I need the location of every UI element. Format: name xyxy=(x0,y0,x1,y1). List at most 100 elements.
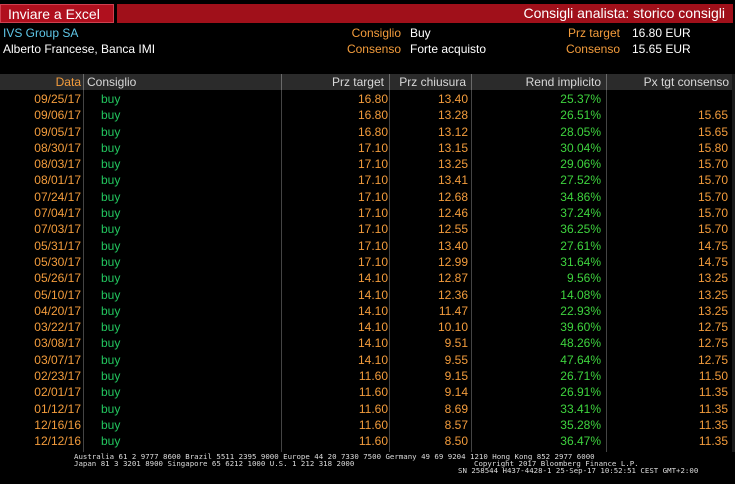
footer: Australia 61 2 9777 8600 Brazil 5511 239… xyxy=(0,452,735,484)
cell-consiglio: buy xyxy=(101,173,121,188)
consenso-target-label: Consenso xyxy=(565,42,620,56)
cell-px-tgt-consenso: 11.35 xyxy=(698,417,728,432)
cell-prz-target: 14.10 xyxy=(357,271,388,286)
cell-date: 09/05/17 xyxy=(34,124,81,139)
table-row[interactable]: 08/01/17 buy 17.10 13.41 27.52% 15.70 xyxy=(0,172,733,188)
table-row[interactable]: 05/30/17 buy 17.10 12.99 31.64% 14.75 xyxy=(0,254,733,270)
cell-rend-implicito: 27.52% xyxy=(560,173,601,188)
table-row[interactable]: 08/03/17 buy 17.10 13.25 29.06% 15.70 xyxy=(0,156,733,172)
cell-prz-target: 17.10 xyxy=(357,254,388,269)
top-bar: Inviare a Excel Consigli analista: stori… xyxy=(0,4,735,23)
table-row[interactable]: 09/06/17 buy 16.80 13.28 26.51% 15.65 xyxy=(0,107,733,123)
table-row[interactable]: 05/26/17 buy 14.10 12.87 9.56% 13.25 xyxy=(0,270,733,286)
company-name[interactable]: IVS Group SA xyxy=(3,26,79,40)
cell-px-tgt-consenso: 14.75 xyxy=(697,254,728,269)
cell-prz-target: 11.60 xyxy=(358,417,388,432)
cell-rend-implicito: 26.51% xyxy=(560,108,601,123)
cell-date: 12/12/16 xyxy=(34,434,81,449)
cell-prz-target: 17.10 xyxy=(357,189,388,204)
table-row[interactable]: 03/22/17 buy 14.10 10.10 39.60% 12.75 xyxy=(0,319,733,335)
cell-rend-implicito: 28.05% xyxy=(560,124,601,139)
cell-px-tgt-consenso: 15.70 xyxy=(697,173,728,188)
footer-session: SN 258544 H437-4428-1 25-Sep-17 10:52:51… xyxy=(458,466,699,475)
cell-rend-implicito: 26.71% xyxy=(560,369,601,384)
cell-consiglio: buy xyxy=(101,222,121,237)
table-row[interactable]: 12/12/16 buy 11.60 8.50 36.47% 11.35 xyxy=(0,433,733,449)
cell-date: 09/25/17 xyxy=(34,92,81,106)
cell-rend-implicito: 9.56% xyxy=(566,271,601,286)
cell-prz-chiusura: 12.68 xyxy=(437,189,468,204)
table-row[interactable]: 01/12/17 buy 11.60 8.69 33.41% 11.35 xyxy=(0,401,733,417)
cell-date: 02/23/17 xyxy=(34,369,81,384)
cell-prz-target: 14.10 xyxy=(357,287,388,302)
cell-prz-target: 17.10 xyxy=(357,238,388,253)
table-row[interactable]: 07/03/17 buy 17.10 12.55 36.25% 15.70 xyxy=(0,221,733,237)
table-row[interactable]: 04/20/17 buy 14.10 11.47 22.93% 13.25 xyxy=(0,303,733,319)
col-header-px-tgt[interactable]: Px tgt consenso xyxy=(606,74,731,90)
cell-date: 04/20/17 xyxy=(34,303,81,318)
table-row[interactable]: 05/10/17 buy 14.10 12.36 14.08% 13.25 xyxy=(0,287,733,303)
cell-consiglio: buy xyxy=(101,254,121,269)
footer-contacts-2: Japan 81 3 3201 8900 Singapore 65 6212 1… xyxy=(74,459,355,468)
cell-consiglio: buy xyxy=(101,189,121,204)
cell-px-tgt-consenso: 13.25 xyxy=(697,303,728,318)
cell-prz-target: 14.10 xyxy=(357,303,388,318)
cell-prz-chiusura: 8.69 xyxy=(444,401,468,416)
table-row[interactable]: 07/04/17 buy 17.10 12.46 37.24% 15.70 xyxy=(0,205,733,221)
table-row[interactable]: 02/23/17 buy 11.60 9.15 26.71% 11.50 xyxy=(0,368,733,384)
cell-consiglio: buy xyxy=(101,271,121,286)
cell-consiglio: buy xyxy=(101,140,121,155)
scrollbar[interactable] xyxy=(732,74,735,452)
cell-prz-chiusura: 12.46 xyxy=(437,206,468,221)
col-header-prz-target[interactable]: Prz target xyxy=(281,74,387,90)
cell-consiglio: buy xyxy=(101,434,121,449)
cell-prz-target: 17.10 xyxy=(357,140,388,155)
consiglio-label: Consiglio xyxy=(351,26,401,40)
col-header-prz-chiusura[interactable]: Prz chiusura xyxy=(389,74,469,90)
cell-prz-chiusura: 12.87 xyxy=(437,271,468,286)
cell-px-tgt-consenso: 11.50 xyxy=(698,369,728,384)
cell-prz-chiusura: 9.15 xyxy=(444,369,468,384)
cell-consiglio: buy xyxy=(101,238,121,253)
column-divider xyxy=(83,90,84,452)
cell-consiglio: buy xyxy=(101,108,121,123)
cell-px-tgt-consenso: 13.25 xyxy=(697,271,728,286)
table-row[interactable]: 08/30/17 buy 17.10 13.15 30.04% 15.80 xyxy=(0,140,733,156)
cell-px-tgt-consenso: 12.75 xyxy=(697,320,728,335)
cell-prz-chiusura: 13.12 xyxy=(437,124,468,139)
table-row[interactable]: 05/31/17 buy 17.10 13.40 27.61% 14.75 xyxy=(0,238,733,254)
cell-consiglio: buy xyxy=(101,336,121,351)
consenso-label: Consenso xyxy=(346,42,401,56)
table-row[interactable]: 09/25/17 buy 16.80 13.40 25.37% xyxy=(0,91,733,107)
cell-px-tgt-consenso: 13.25 xyxy=(697,287,728,302)
cell-consiglio: buy xyxy=(101,206,121,221)
table-row[interactable]: 09/05/17 buy 16.80 13.12 28.05% 15.65 xyxy=(0,124,733,140)
table-row[interactable]: 03/08/17 buy 14.10 9.51 48.26% 12.75 xyxy=(0,335,733,351)
cell-consiglio: buy xyxy=(101,287,121,302)
table-row[interactable]: 07/24/17 buy 17.10 12.68 34.86% 15.70 xyxy=(0,189,733,205)
cell-date: 05/31/17 xyxy=(34,238,81,253)
cell-date: 07/04/17 xyxy=(34,206,81,221)
cell-prz-chiusura: 13.25 xyxy=(437,157,468,172)
cell-prz-chiusura: 13.40 xyxy=(437,92,468,106)
col-header-rend[interactable]: Rend implicito xyxy=(471,74,604,90)
cell-prz-chiusura: 12.55 xyxy=(437,222,468,237)
cell-prz-chiusura: 8.57 xyxy=(444,417,468,432)
cell-date: 09/06/17 xyxy=(34,108,81,123)
window-title: Consigli analista: storico consigli xyxy=(117,4,733,23)
cell-px-tgt-consenso: 14.75 xyxy=(697,238,728,253)
cell-prz-target: 14.10 xyxy=(357,336,388,351)
col-header-date[interactable]: Data xyxy=(55,75,81,89)
table-row[interactable]: 12/16/16 buy 11.60 8.57 35.28% 11.35 xyxy=(0,417,733,433)
col-header-consiglio[interactable]: Consiglio xyxy=(83,74,283,90)
table-row[interactable]: 03/07/17 buy 14.10 9.55 47.64% 12.75 xyxy=(0,352,733,368)
cell-prz-chiusura: 13.15 xyxy=(437,140,468,155)
cell-date: 05/30/17 xyxy=(34,254,81,269)
cell-px-tgt-consenso: 15.65 xyxy=(697,108,728,123)
table-row[interactable]: 02/01/17 buy 11.60 9.14 26.91% 11.35 xyxy=(0,384,733,400)
cell-px-tgt-consenso: 12.75 xyxy=(697,352,728,367)
cell-prz-chiusura: 11.47 xyxy=(438,303,468,318)
cell-rend-implicito: 34.86% xyxy=(560,189,601,204)
consenso-value: Forte acquisto xyxy=(410,42,487,56)
export-excel-button[interactable]: Inviare a Excel xyxy=(0,4,114,23)
